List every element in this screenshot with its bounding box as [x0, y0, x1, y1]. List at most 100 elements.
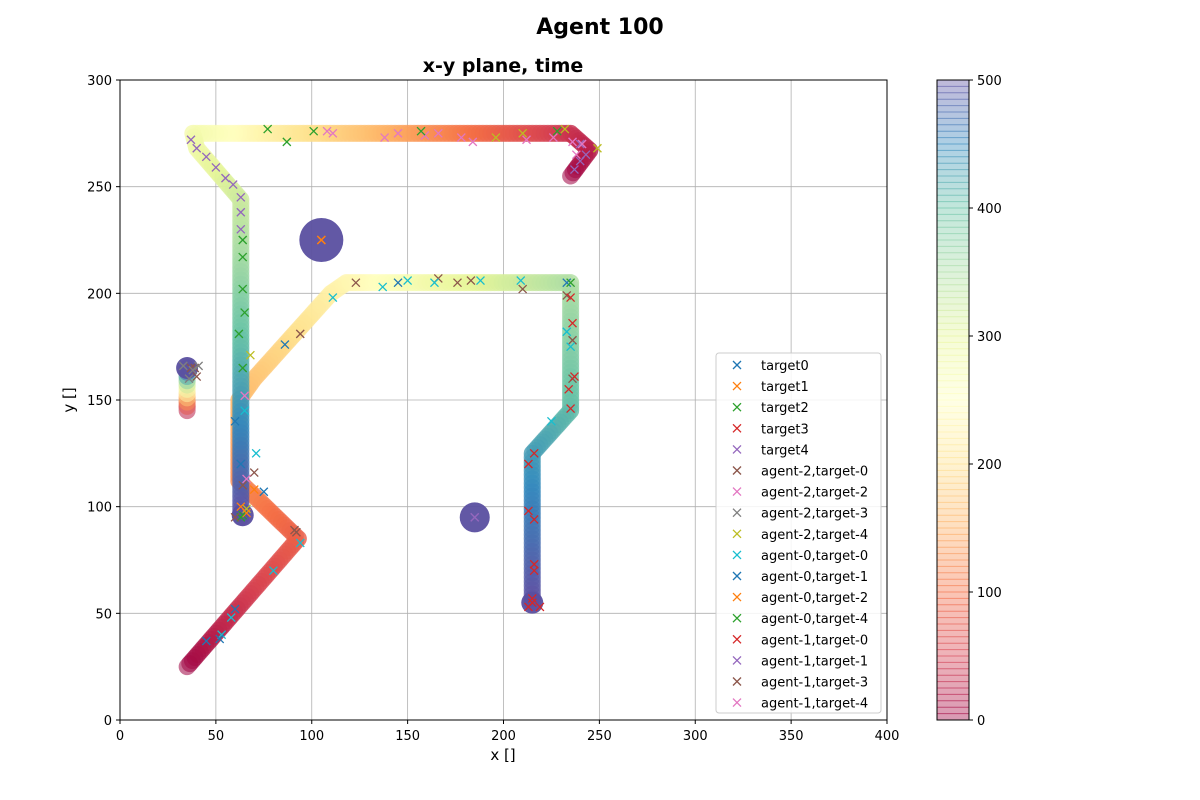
data-point: [548, 133, 558, 143]
marker-stroke: [268, 566, 278, 576]
legend-label: agent-0,target-1: [761, 570, 868, 585]
data-point: [569, 165, 579, 175]
y-tick-label: 0: [104, 714, 112, 729]
data-point: [236, 207, 246, 217]
x-tick-label: 350: [779, 729, 804, 744]
legend-label: target3: [761, 422, 809, 437]
legend-item: agent-1,target-3: [732, 676, 868, 691]
marker-stroke: [529, 559, 539, 569]
data-point: [575, 139, 585, 149]
data-point: [571, 150, 581, 160]
marker-stroke: [569, 165, 579, 175]
legend-item: target4: [732, 443, 809, 458]
marker-stroke: [240, 308, 250, 317]
data-point: [282, 137, 292, 147]
marker-stroke: [393, 128, 403, 138]
marker-stroke: [295, 329, 305, 339]
data-point: [242, 504, 252, 514]
marker-stroke: [577, 139, 587, 149]
marker-stroke: [249, 485, 259, 495]
marker-stroke: [178, 361, 188, 371]
data-point: [568, 137, 577, 147]
data-point: [240, 406, 250, 416]
data-point: [230, 512, 240, 522]
data-point: [242, 474, 252, 484]
data-point: [236, 192, 246, 202]
data-point: [263, 124, 273, 134]
x-axis-label: x []: [490, 746, 515, 764]
marker-stroke: [380, 133, 390, 143]
y-tick-label: 50: [95, 607, 112, 622]
marker-stroke: [516, 276, 526, 285]
data-point: [322, 126, 332, 136]
marker-stroke: [236, 459, 246, 469]
data-point: [226, 613, 236, 623]
marker-stroke: [566, 278, 576, 288]
marker-stroke: [238, 284, 248, 294]
marker-stroke: [566, 293, 576, 303]
legend-item: target1: [732, 380, 809, 395]
marker-stroke: [566, 404, 576, 413]
marker-stroke: [430, 278, 439, 288]
legend-box: [715, 352, 882, 714]
marker-stroke: [491, 133, 501, 143]
y-tick-label: 300: [87, 74, 112, 89]
marker-stroke: [316, 235, 326, 245]
data-point: [309, 126, 319, 136]
data-point: [529, 448, 539, 458]
marker-stroke: [416, 126, 426, 136]
data-point: [295, 329, 305, 339]
data-point: [518, 128, 528, 138]
data-point: [238, 480, 248, 490]
legend-item: target2: [732, 401, 809, 416]
data-point: [234, 329, 244, 339]
marker-stroke: [546, 416, 556, 426]
legend-item: agent-2,target-3: [732, 507, 868, 522]
marker-stroke: [552, 126, 562, 136]
legend-label: agent-1,target-1: [761, 654, 868, 669]
data-point: [259, 487, 269, 497]
legend-marker: [732, 444, 742, 454]
marker-stroke: [263, 124, 273, 134]
legend-marker: [732, 529, 742, 539]
data-point: [566, 342, 576, 352]
data-point: [268, 566, 278, 576]
marker-stroke: [184, 374, 194, 384]
legend-item: agent-0,target-4: [732, 612, 868, 627]
target-disc: [176, 357, 199, 379]
colorbar-tick-label: 300: [977, 330, 1002, 345]
legend-label: agent-1,target-4: [761, 697, 868, 712]
legend-item: target0: [732, 359, 809, 374]
legend-marker: [732, 655, 742, 665]
x-tick-label: 250: [587, 729, 612, 744]
data-point: [466, 276, 476, 285]
data-point: [238, 252, 248, 262]
chart-title: x-y plane, time: [423, 55, 584, 77]
marker-stroke: [456, 133, 466, 143]
y-tick-label: 100: [87, 501, 112, 516]
marker-stroke: [562, 327, 572, 337]
marker-stroke: [575, 156, 585, 166]
data-point: [236, 224, 246, 234]
legend-label: agent-1,target-0: [761, 633, 868, 648]
data-point: [245, 350, 255, 360]
marker-stroke: [242, 504, 252, 514]
y-axis-label: y []: [60, 387, 78, 412]
marker-stroke: [322, 126, 332, 136]
marker-stroke: [378, 282, 388, 292]
marker-stroke: [238, 252, 248, 262]
colorbar-tick-label: 400: [977, 202, 1002, 217]
data-point: [470, 512, 480, 522]
data-point: [201, 152, 211, 162]
legend-label: agent-0,target-0: [761, 549, 868, 564]
data-point: [456, 133, 466, 143]
marker-stroke: [228, 180, 238, 189]
legend-item: agent-2,target-4: [732, 528, 868, 543]
data-point: [416, 126, 426, 136]
markers: [178, 124, 602, 646]
colorbar-lines: [937, 79, 969, 721]
marker-stroke: [242, 474, 252, 484]
legend-marker: [732, 613, 742, 623]
data-point: [566, 404, 576, 413]
marker-stroke: [518, 128, 528, 138]
